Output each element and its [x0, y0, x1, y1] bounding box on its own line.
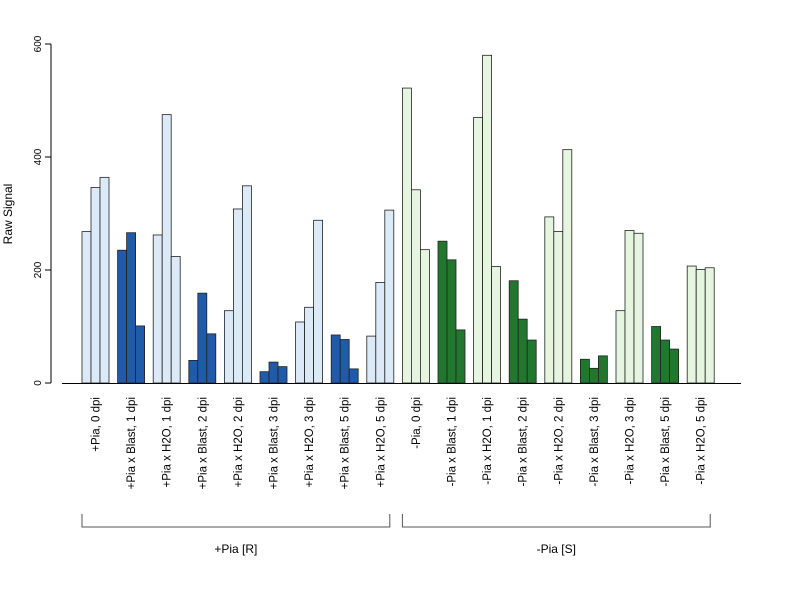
group-brackets: +Pia [R] -Pia [S] — [81, 514, 711, 556]
bar — [491, 266, 502, 384]
bar — [197, 292, 208, 384]
bar — [589, 367, 599, 384]
x-category-label: -Pia x Blast, 2 dpi — [518, 397, 530, 486]
bar — [517, 318, 528, 384]
bar — [633, 232, 644, 384]
bar — [135, 325, 146, 384]
y-tick-label: 200 — [33, 261, 44, 278]
bar — [695, 269, 706, 384]
x-category-label: +Pia x Blast, 1 dpi — [126, 397, 138, 489]
bar — [295, 321, 306, 384]
bar — [81, 231, 92, 384]
x-category-label: +Pia x Blast, 5 dpi — [340, 397, 352, 489]
bar — [437, 240, 448, 384]
x-category-label: +Pia, 0 dpi — [91, 397, 103, 452]
bar — [366, 335, 377, 384]
x-category-label: -Pia x Blast, 1 dpi — [447, 397, 459, 486]
bar — [348, 368, 359, 384]
bar — [473, 117, 484, 384]
x-category-label: +Pia x H2O, 5 dpi — [375, 397, 387, 487]
bar — [482, 54, 493, 384]
bar — [99, 176, 110, 384]
bar — [615, 310, 626, 384]
bar — [410, 189, 421, 384]
bar — [669, 348, 679, 384]
group-label: -Pia [S] — [537, 542, 576, 556]
bar — [277, 366, 288, 384]
x-category-label: -Pia x H2O, 3 dpi — [625, 397, 637, 485]
bar — [223, 310, 234, 384]
bar — [126, 232, 136, 384]
bar — [508, 280, 519, 384]
bar — [544, 216, 555, 384]
bar — [446, 259, 457, 384]
bar — [90, 187, 101, 384]
y-axis: 0 200 400 600 — [33, 35, 52, 386]
bar — [704, 267, 715, 384]
x-category-label: -Pia x H2O, 2 dpi — [553, 397, 565, 485]
x-category-label: +Pia x H2O, 2 dpi — [233, 397, 245, 487]
bar — [313, 219, 324, 384]
bar — [624, 230, 635, 384]
bar — [375, 282, 386, 384]
bar — [188, 359, 199, 384]
bar — [660, 339, 670, 384]
bar — [686, 265, 697, 384]
group-bracket — [401, 514, 711, 528]
bar — [152, 234, 163, 384]
bar — [232, 208, 243, 384]
bar — [526, 339, 537, 384]
x-category-label: -Pia x Blast, 5 dpi — [660, 397, 672, 486]
y-tick-label: 400 — [33, 148, 44, 165]
bar — [330, 334, 341, 384]
bar — [598, 355, 608, 384]
bar — [304, 306, 315, 384]
group-bracket — [81, 514, 391, 528]
x-category-label: +Pia x Blast, 2 dpi — [197, 397, 209, 489]
bar — [241, 185, 252, 384]
bar — [553, 231, 564, 384]
x-category-label: -Pia x H2O, 5 dpi — [696, 397, 708, 485]
y-axis-title: Raw Signal — [1, 184, 15, 245]
bar — [384, 209, 395, 384]
y-tick-label: 600 — [33, 35, 44, 52]
category-labels: +Pia, 0 dpi +Pia x Blast, 1 dpi +Pia x H2O… — [91, 397, 708, 489]
bar — [206, 333, 217, 384]
bar — [259, 371, 270, 384]
bar — [651, 326, 661, 384]
bar — [455, 329, 466, 384]
bar — [117, 249, 127, 384]
bar — [580, 358, 590, 384]
x-category-label: -Pia x Blast, 3 dpi — [589, 397, 601, 486]
y-tick-label: 0 — [33, 380, 44, 386]
x-category-label: +Pia x Blast, 3 dpi — [269, 397, 281, 489]
bar — [419, 249, 430, 384]
bar — [562, 149, 573, 384]
x-category-label: +Pia x H2O, 1 dpi — [162, 397, 174, 487]
x-category-label: +Pia x H2O, 3 dpi — [304, 397, 316, 487]
group-label: +Pia [R] — [214, 542, 257, 556]
bar — [339, 339, 350, 384]
bar — [401, 87, 412, 384]
bar — [268, 361, 279, 384]
x-category-label: -Pia, 0 dpi — [411, 397, 423, 449]
bars — [81, 54, 715, 384]
bar — [161, 114, 172, 384]
x-category-label: -Pia x H2O, 1 dpi — [482, 397, 494, 485]
bar — [170, 256, 181, 384]
